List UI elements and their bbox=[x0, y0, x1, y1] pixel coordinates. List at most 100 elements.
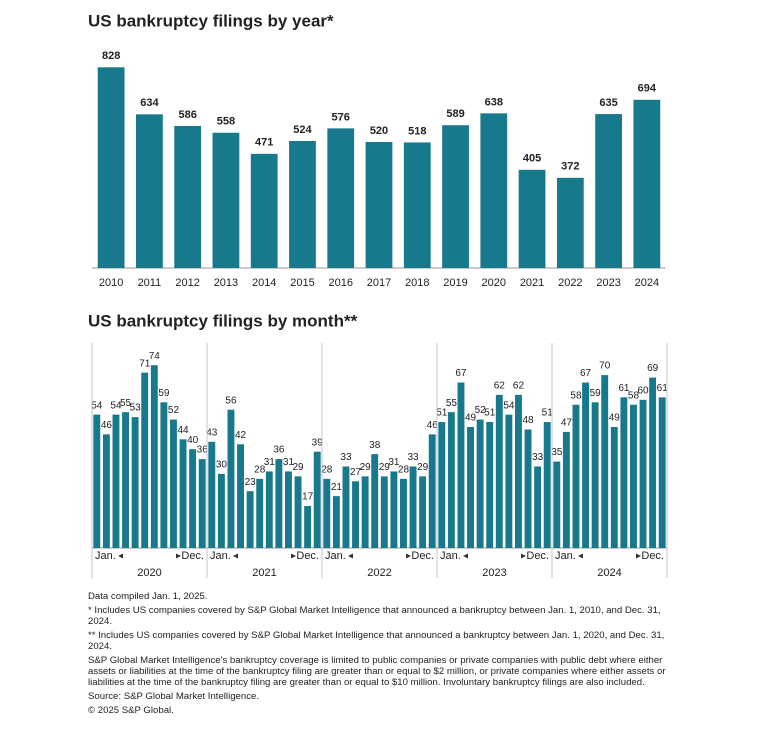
data-label: 59 bbox=[158, 388, 170, 399]
data-label: 558 bbox=[217, 116, 235, 128]
x-tick-label: 2011 bbox=[138, 277, 162, 289]
data-label: 46 bbox=[427, 420, 439, 431]
bar bbox=[131, 417, 139, 548]
data-label: 28 bbox=[321, 464, 333, 475]
arrow bbox=[463, 553, 468, 559]
bar bbox=[122, 412, 129, 548]
data-label: 48 bbox=[522, 415, 534, 426]
x-tick-label: Jan. bbox=[555, 550, 576, 562]
data-label: 58 bbox=[628, 390, 640, 401]
bar bbox=[476, 419, 484, 548]
data-label: 54 bbox=[503, 400, 515, 411]
data-label: 71 bbox=[139, 358, 151, 369]
data-label: 74 bbox=[149, 351, 161, 362]
data-label: 36 bbox=[197, 445, 209, 456]
bar bbox=[365, 141, 393, 268]
bar bbox=[380, 476, 388, 548]
bar bbox=[217, 473, 225, 548]
bar bbox=[174, 125, 202, 268]
data-label: 38 bbox=[369, 440, 381, 451]
data-label: 828 bbox=[102, 50, 120, 62]
group-label: 2022 bbox=[367, 567, 391, 579]
x-tick-label: Dec. bbox=[641, 550, 664, 562]
x-tick-label: 2020 bbox=[482, 277, 506, 289]
data-label: 69 bbox=[647, 363, 659, 374]
data-label: 47 bbox=[561, 418, 573, 429]
bar bbox=[227, 409, 235, 548]
data-label: 21 bbox=[331, 482, 343, 493]
data-label: 60 bbox=[637, 385, 649, 396]
data-label: 29 bbox=[292, 462, 304, 473]
x-tick-label: Dec. bbox=[411, 550, 434, 562]
data-label: 61 bbox=[618, 383, 630, 394]
group-label: 2020 bbox=[137, 567, 161, 579]
bar bbox=[352, 481, 359, 548]
x-tick-label: 2013 bbox=[214, 277, 238, 289]
arrow bbox=[348, 553, 353, 559]
data-label: 53 bbox=[130, 403, 142, 414]
chart-title: US bankruptcy filings by month** bbox=[88, 311, 358, 330]
data-label: 29 bbox=[360, 462, 372, 473]
data-label: 471 bbox=[255, 137, 273, 149]
data-label: 29 bbox=[417, 462, 429, 473]
bar bbox=[256, 478, 264, 548]
bar bbox=[198, 459, 206, 548]
bar bbox=[304, 506, 312, 548]
data-label: 51 bbox=[436, 408, 448, 419]
x-tick-label: 2018 bbox=[405, 277, 429, 289]
bar bbox=[649, 377, 657, 548]
arrow bbox=[406, 553, 411, 559]
bar bbox=[543, 422, 551, 548]
bar bbox=[457, 382, 465, 548]
bar bbox=[630, 404, 637, 548]
x-tick-label: 2010 bbox=[99, 277, 123, 289]
x-tick-label: Jan. bbox=[440, 550, 461, 562]
bar bbox=[639, 399, 647, 548]
bar bbox=[518, 169, 546, 268]
data-label: 70 bbox=[599, 361, 611, 372]
data-label: 36 bbox=[273, 445, 285, 456]
bar bbox=[403, 142, 431, 268]
data-label: 31 bbox=[283, 457, 295, 468]
data-label: 28 bbox=[254, 464, 266, 475]
data-label: 67 bbox=[580, 368, 592, 379]
data-label: 33 bbox=[407, 452, 419, 463]
footnotes: Data compiled Jan. 1, 2025. * Includes US… bbox=[88, 591, 678, 719]
bar bbox=[556, 177, 584, 268]
data-label: 638 bbox=[485, 96, 503, 108]
data-label: 372 bbox=[561, 161, 579, 173]
x-tick-label: Jan. bbox=[95, 550, 116, 562]
data-label: 524 bbox=[293, 124, 312, 136]
data-label: 49 bbox=[609, 413, 621, 424]
bar bbox=[93, 414, 101, 548]
bar bbox=[289, 140, 316, 268]
footnote: Data compiled Jan. 1, 2025. bbox=[88, 591, 208, 602]
data-label: 67 bbox=[455, 368, 467, 379]
x-tick-label: Dec. bbox=[181, 550, 204, 562]
x-tick-label: Dec. bbox=[296, 550, 319, 562]
group-label: 2024 bbox=[597, 567, 621, 579]
data-label: 27 bbox=[350, 467, 362, 478]
bar bbox=[136, 114, 163, 268]
bar bbox=[620, 397, 628, 548]
bar bbox=[486, 422, 494, 548]
data-label: 54 bbox=[91, 400, 103, 411]
data-label: 586 bbox=[178, 109, 196, 121]
x-tick-label: 2023 bbox=[596, 277, 620, 289]
data-label: 23 bbox=[245, 477, 257, 488]
group-label: 2023 bbox=[482, 567, 506, 579]
x-tick-label: 2014 bbox=[252, 277, 276, 289]
bar bbox=[553, 461, 561, 548]
data-label: 58 bbox=[570, 390, 582, 401]
data-label: 28 bbox=[398, 464, 410, 475]
x-tick-label: 2022 bbox=[558, 277, 582, 289]
bar bbox=[97, 67, 125, 268]
bar bbox=[400, 478, 407, 548]
data-label: 31 bbox=[388, 457, 400, 468]
footnote: ** Includes US companies covered by S&P … bbox=[88, 630, 665, 652]
data-label: 29 bbox=[379, 462, 391, 473]
bar bbox=[610, 426, 618, 548]
data-label: 520 bbox=[370, 125, 388, 137]
bar bbox=[246, 491, 254, 548]
